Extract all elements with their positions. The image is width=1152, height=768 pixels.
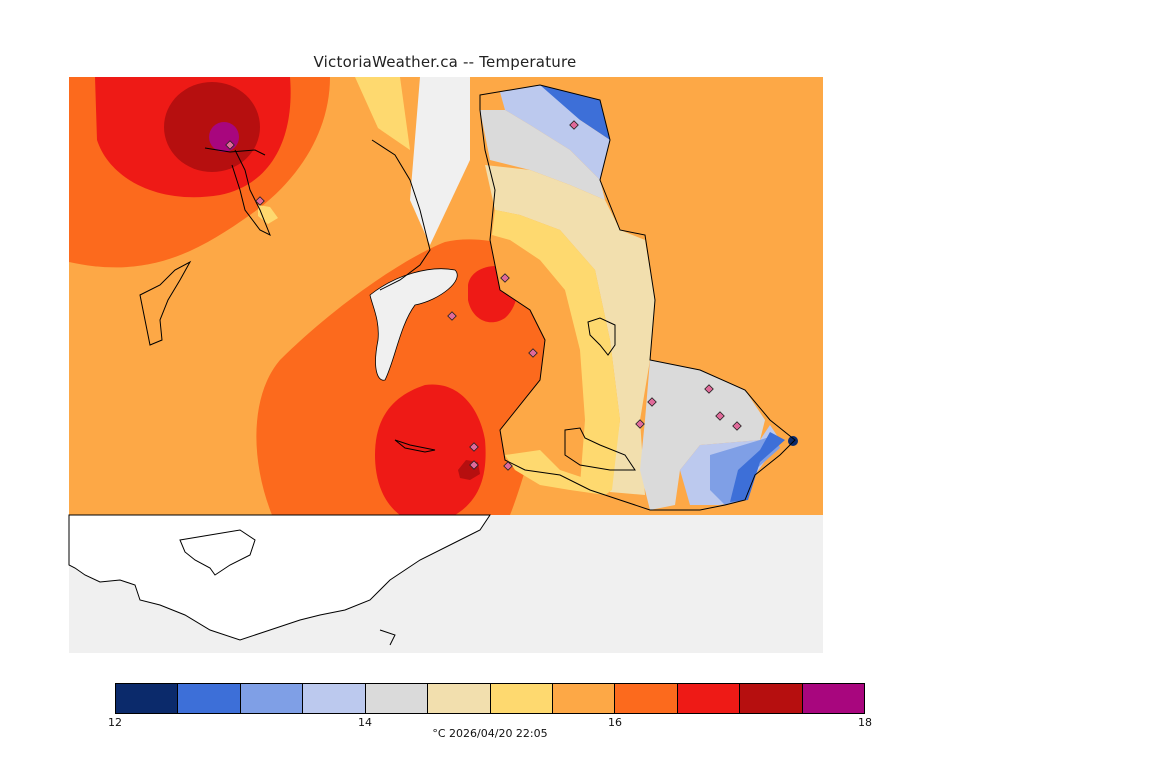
east-temperature-field <box>479 84 798 511</box>
station-marker[interactable] <box>528 348 538 358</box>
band-15.5-16-nw <box>355 77 410 150</box>
colorbar-segment <box>365 684 429 713</box>
station-marker[interactable] <box>647 397 657 407</box>
band-13.5-14-east <box>640 360 765 510</box>
coast-west <box>371 139 431 291</box>
colorbar-segment <box>116 684 179 713</box>
colorbar-tick-label: 16 <box>608 716 622 729</box>
station-marker[interactable] <box>732 421 742 431</box>
colorbar-tick-label: 14 <box>358 716 372 729</box>
colorbar-tick-label: 18 <box>858 716 872 729</box>
station-marker[interactable] <box>569 120 579 130</box>
band-17.5-18-nw <box>209 122 239 152</box>
colorbar-tick-label: 12 <box>108 716 122 729</box>
band-14-14.5-top <box>485 165 655 495</box>
station-marker[interactable] <box>715 411 725 421</box>
coast-east-bay <box>564 427 636 471</box>
station-marker[interactable] <box>503 461 513 471</box>
water-top <box>410 77 470 245</box>
colorbar-segment <box>552 684 616 713</box>
station-marker[interactable] <box>635 419 645 429</box>
water-inlet <box>369 268 458 381</box>
colorbar-caption: °C 2026/04/20 22:05 <box>432 727 548 740</box>
colorbar-segment <box>802 684 865 713</box>
band-17-17.5-nw <box>164 82 260 172</box>
band-13-13.5-top <box>500 85 610 180</box>
colorbar-segment <box>615 684 678 713</box>
colorbar-segment <box>428 684 491 713</box>
colorbar-segment <box>303 684 366 713</box>
station-markers <box>225 120 742 471</box>
coast-creek <box>204 147 266 156</box>
colorbar-segment <box>240 684 304 713</box>
coastlines <box>139 139 636 471</box>
station-marker[interactable] <box>447 311 457 321</box>
coast-saanich-inlet <box>231 149 271 237</box>
station-marker[interactable] <box>255 196 265 206</box>
peninsula-outline <box>479 84 796 511</box>
temperature-colorbar <box>115 683 865 714</box>
station-marker[interactable] <box>500 273 510 283</box>
south-coastline <box>68 514 491 646</box>
colorbar-segment <box>178 684 241 713</box>
lake-central <box>394 439 436 453</box>
station-marker[interactable] <box>704 384 714 394</box>
station-marker[interactable] <box>225 140 235 150</box>
colorbar-segment <box>677 684 741 713</box>
station-marker[interactable] <box>469 442 479 452</box>
band-12.5-13 <box>540 85 610 140</box>
map-title: VictoriaWeather.ca -- Temperature <box>313 53 577 71</box>
band-15.5-16-southshore <box>505 450 612 495</box>
station-marker[interactable] <box>469 460 479 470</box>
band-16-16.5-island <box>258 205 278 224</box>
band-14.5-15 <box>492 210 620 490</box>
colorbar-segment <box>490 684 553 713</box>
band-12-12.5-east <box>730 432 785 502</box>
coast-island-west <box>139 260 192 346</box>
band-16.5-17-south <box>375 384 486 515</box>
band-12-12.5-point <box>788 436 798 446</box>
colorbar-segment <box>740 684 803 713</box>
band-13.5-14-top <box>480 110 605 200</box>
lake-east <box>587 317 616 356</box>
